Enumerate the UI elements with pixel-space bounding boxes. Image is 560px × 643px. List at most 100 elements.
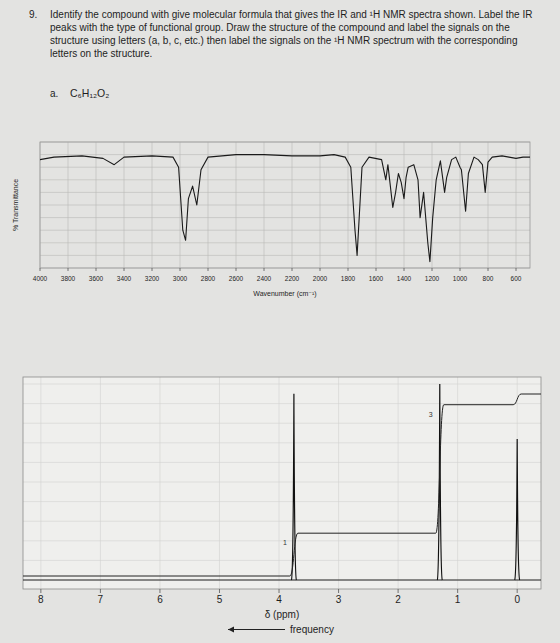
tick-mark: [219, 589, 220, 593]
grid-line: [40, 230, 530, 231]
grid-line: [264, 142, 265, 268]
grid-line: [96, 142, 97, 268]
tick-mark: [264, 268, 265, 271]
grid-line: [159, 377, 160, 589]
tick-mark: [292, 268, 293, 271]
question-part: a.: [50, 87, 58, 100]
tick-mark: [68, 268, 69, 271]
tick-mark: [40, 268, 41, 271]
tick-mark: [376, 268, 377, 271]
tick-label: 1000: [453, 275, 468, 282]
tick-label: 3600: [89, 275, 104, 282]
grid-line: [460, 142, 461, 268]
grid-line: [152, 142, 153, 268]
tick-label: 4: [276, 594, 282, 605]
grid-line: [68, 142, 69, 268]
tick-label: 2000: [313, 275, 328, 282]
tick-mark: [180, 268, 181, 271]
tick-mark: [457, 589, 458, 593]
tick-label: 6: [157, 594, 163, 605]
tick-label: 1200: [425, 275, 440, 282]
question-number: 9.: [29, 8, 37, 21]
grid-line: [180, 142, 181, 268]
tick-mark: [348, 268, 349, 271]
tick-label: 7: [98, 594, 104, 605]
tick-label: 1800: [341, 275, 356, 282]
grid-line: [40, 205, 530, 206]
tick-label: 2600: [229, 275, 244, 282]
tick-label: 1600: [369, 275, 384, 282]
grid-line: [236, 142, 237, 268]
tick-label: 8: [38, 594, 44, 605]
grid-line: [40, 179, 530, 180]
spectrum-chart: 4000380036003400320030002800260024002200…: [12, 142, 530, 298]
grid-line: [40, 192, 530, 193]
direction-label: frequency: [290, 624, 334, 635]
question-text: Identify the compound with give molecula…: [50, 8, 546, 60]
grid-line: [40, 154, 530, 155]
grid-line: [124, 142, 125, 268]
baseline: [23, 580, 541, 581]
tick-label: 0: [514, 594, 520, 605]
grid-line: [219, 377, 220, 589]
arrow-line: [228, 629, 285, 630]
nmr-peak: [515, 439, 520, 580]
tick-mark: [236, 268, 237, 271]
integration-label: 1: [283, 539, 287, 546]
grid-line: [292, 142, 293, 268]
grid-line: [40, 377, 41, 589]
tick-label: 1400: [397, 275, 412, 282]
tick-label: 5: [217, 594, 223, 605]
grid-line: [279, 377, 280, 589]
integration-label: 3: [429, 411, 433, 418]
spectrum-chart: 876543210δ (ppm)frequency13: [23, 377, 541, 635]
tick-mark: [152, 268, 153, 271]
tick-label: 600: [511, 275, 522, 282]
tick-mark: [398, 589, 399, 593]
tick-mark: [516, 268, 517, 271]
tick-mark: [159, 589, 160, 593]
grid-line: [432, 142, 433, 268]
ir-trace: [40, 155, 530, 262]
tick-label: 3: [336, 594, 342, 605]
tick-label: 800: [483, 275, 494, 282]
grid-line: [457, 377, 458, 589]
grid-line: [404, 142, 405, 268]
tick-mark: [40, 589, 41, 593]
tick-label: 2400: [257, 275, 272, 282]
tick-label: 2200: [285, 275, 300, 282]
tick-mark: [320, 268, 321, 271]
tick-mark: [404, 268, 405, 271]
grid-line: [320, 142, 321, 268]
grid-line: [338, 377, 339, 589]
molecular-formula: C₆H₁₂O₂: [70, 87, 109, 100]
axis-title: % Transmittance: [12, 179, 19, 231]
grid-line: [23, 580, 541, 581]
tick-label: 3800: [61, 275, 76, 282]
tick-label: 1: [455, 594, 461, 605]
tick-mark: [432, 268, 433, 271]
plot-frame: [40, 142, 530, 268]
axis-title: Wavenumber (cm⁻¹): [253, 290, 316, 298]
tick-mark: [517, 589, 518, 593]
tick-mark: [338, 589, 339, 593]
plot-frame: [23, 377, 541, 589]
tick-label: 2: [395, 594, 401, 605]
tick-label: 4000: [33, 275, 48, 282]
tick-label: 2800: [201, 275, 216, 282]
grid-line: [516, 142, 517, 268]
tick-label: 3200: [145, 275, 160, 282]
integration-curve: [23, 394, 541, 576]
grid-line: [40, 242, 530, 243]
grid-line: [40, 217, 530, 218]
tick-mark: [488, 268, 489, 271]
tick-mark: [279, 589, 280, 593]
grid-line: [40, 167, 530, 168]
tick-label: 3400: [117, 275, 132, 282]
tick-mark: [208, 268, 209, 271]
arrow-head: [228, 627, 234, 633]
tick-mark: [460, 268, 461, 271]
tick-mark: [96, 268, 97, 271]
grid-line: [376, 142, 377, 268]
plot-background: [23, 377, 541, 589]
